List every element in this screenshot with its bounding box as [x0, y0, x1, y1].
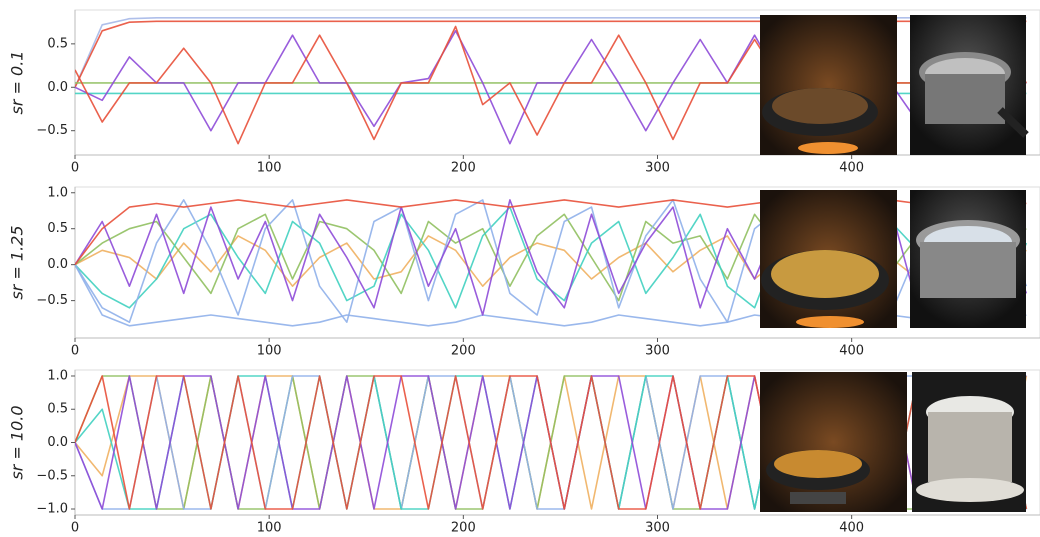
y-tick-label: −0.5 — [36, 123, 68, 138]
x-tick-label: 0 — [71, 344, 79, 359]
y-tick-label: −0.5 — [36, 293, 68, 308]
y-tick-label: 1.0 — [47, 185, 68, 200]
x-tick-label: 400 — [839, 161, 864, 176]
x-tick-label: 0 — [71, 161, 79, 176]
photos — [760, 15, 1026, 512]
x-tick-label: 200 — [451, 344, 476, 359]
y-tick-label: −1.0 — [36, 502, 68, 517]
x-tick-label: 200 — [451, 161, 476, 176]
photo-pot — [912, 372, 1026, 512]
photo-pot — [910, 15, 1026, 155]
y-tick-label: 0.0 — [47, 435, 68, 450]
x-tick-label: 300 — [645, 344, 670, 359]
x-tick-label: 400 — [839, 521, 864, 536]
y-tick-label: 0.0 — [47, 80, 68, 95]
y-tick-label: 0.0 — [47, 257, 68, 272]
y-tick-label: 0.5 — [47, 221, 68, 236]
figure: −0.5 0.0 0.5 0 100 200 300 400 sr = 0.1 −0.5 0.0 0.… — [0, 0, 1040, 537]
y-axis-label: sr = 1.25 — [8, 225, 27, 299]
photo-pan — [760, 372, 907, 512]
photo-pan — [760, 190, 897, 328]
y-tick-label: −0.5 — [36, 468, 68, 483]
x-tick-label: 400 — [839, 344, 864, 359]
x-tick-label: 100 — [257, 344, 282, 359]
y-axis-label: sr = 0.1 — [8, 51, 27, 115]
x-tick-label: 100 — [257, 161, 282, 176]
y-tick-label: 0.5 — [47, 402, 68, 417]
y-tick-label: 0.5 — [47, 36, 68, 51]
photo-pan — [760, 15, 897, 155]
y-tick-label: 1.0 — [47, 368, 68, 383]
x-tick-label: 200 — [451, 521, 476, 536]
x-tick-label: 300 — [645, 521, 670, 536]
y-axis-label: sr = 10.0 — [8, 405, 27, 479]
x-tick-label: 0 — [71, 521, 79, 536]
x-tick-label: 300 — [645, 161, 670, 176]
photo-pot — [910, 190, 1026, 328]
x-tick-label: 100 — [257, 521, 282, 536]
